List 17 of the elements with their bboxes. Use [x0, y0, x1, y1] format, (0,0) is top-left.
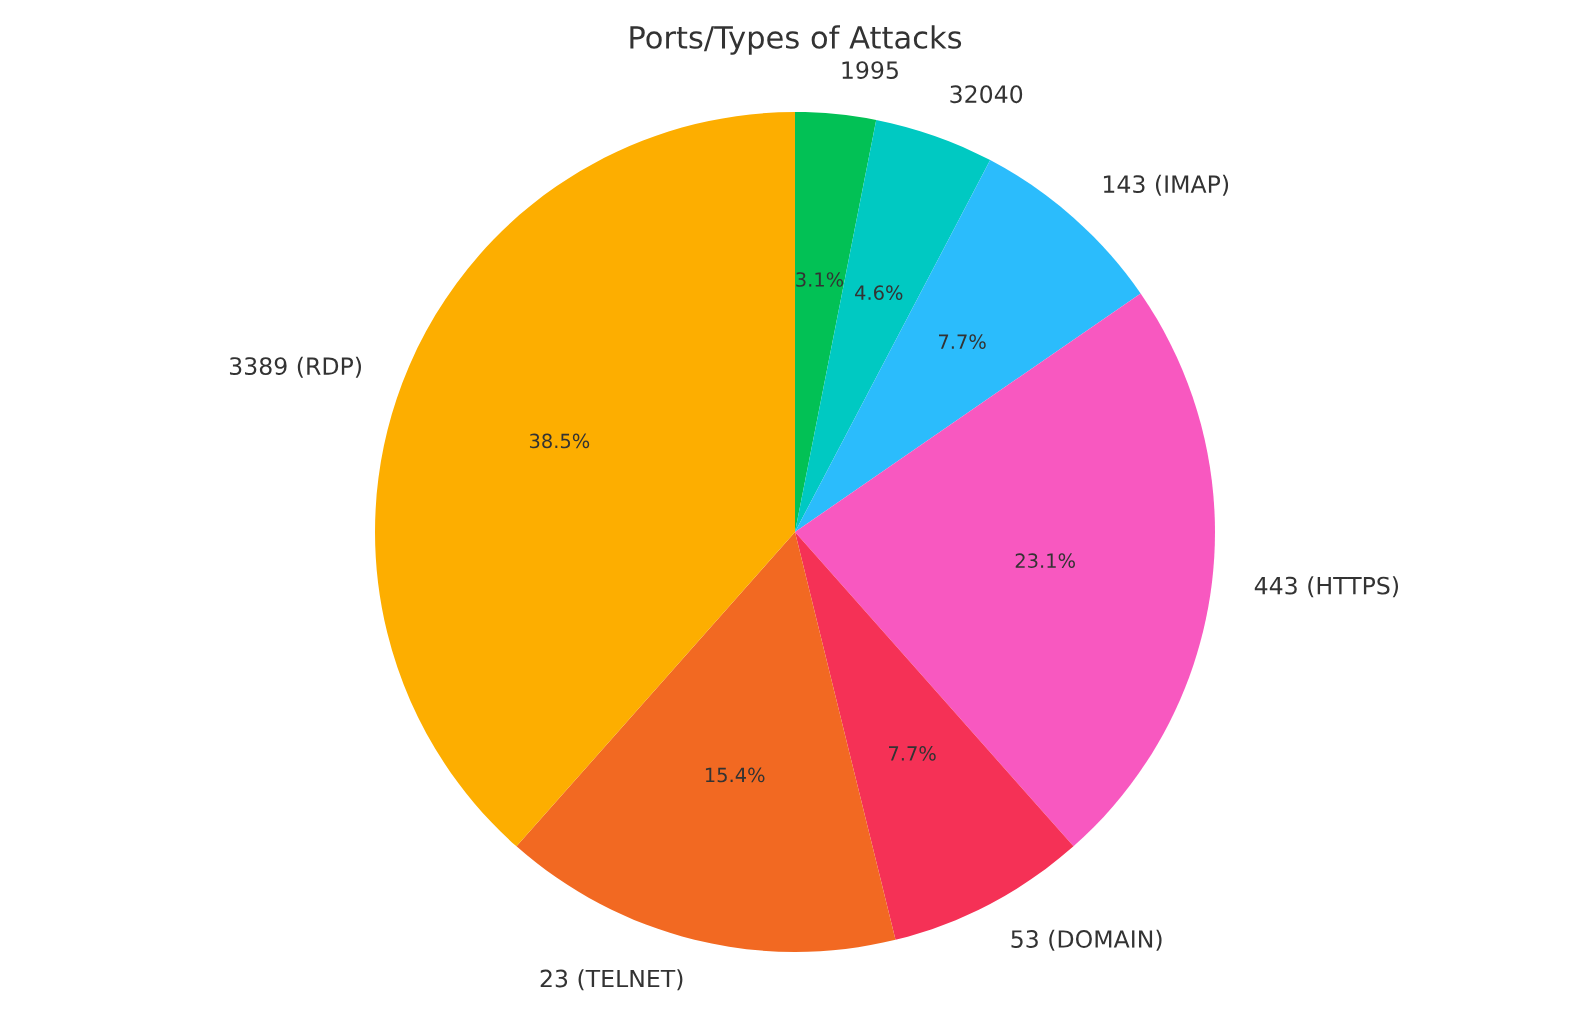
slice-label: 3389 (RDP) — [229, 356, 361, 378]
slice-label: 443 (HTTPS) — [1254, 576, 1399, 598]
data-label: 38.5% — [529, 433, 590, 449]
chart-title: Ports/Types of Attacks — [630, 25, 962, 55]
data-label: 3.1% — [796, 272, 844, 287]
slice-label: 1995 — [842, 61, 898, 80]
data-label: 23.1% — [1015, 553, 1075, 569]
data-label: 4.6% — [855, 285, 903, 300]
slice-label: 32040 — [950, 85, 1023, 104]
pie-slice — [795, 119, 991, 532]
pie-slice — [375, 112, 795, 847]
data-label: 7.7% — [889, 746, 936, 761]
slice-label: 53 (DOMAIN) — [1011, 929, 1162, 951]
data-label: 7.7% — [939, 334, 986, 350]
data-label: 15.4% — [705, 767, 765, 783]
slice-label: 143 (IMAP) — [1103, 174, 1229, 196]
slice-label: 23 (TELNET) — [540, 969, 683, 991]
